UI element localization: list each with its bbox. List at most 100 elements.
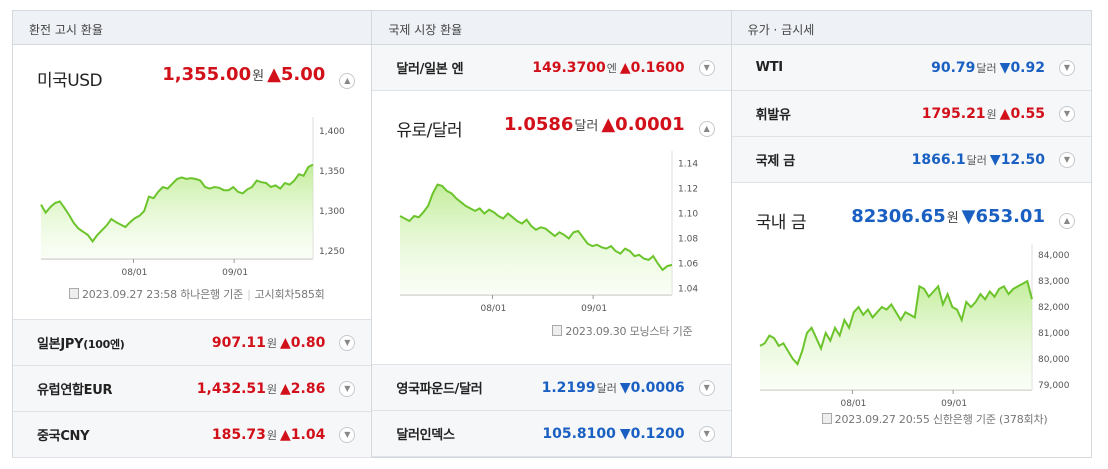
row-values: 1795.21 원 ▲0.55 bbox=[922, 91, 1045, 137]
row-value: 907.11 bbox=[211, 335, 266, 351]
eur-value: 1.0586 bbox=[503, 114, 574, 135]
gold-name: 국내 금 bbox=[755, 213, 807, 233]
row-change: ▼0.0006 bbox=[619, 380, 685, 396]
row-value: 1,432.51 bbox=[196, 381, 266, 397]
usd-values: 1,355.00 원 ▲5.00 bbox=[162, 64, 325, 85]
row-value: 149.3700 bbox=[532, 60, 606, 76]
y-tick-label: 1.08 bbox=[678, 235, 698, 245]
row-unit: 엔 bbox=[606, 62, 617, 75]
chevron-down-icon[interactable]: ▼ bbox=[1058, 106, 1075, 122]
row-usd-jpy[interactable]: 달러/일본 엔 149.3700 엔 ▲0.1600 ▼ bbox=[372, 45, 731, 91]
usd-value: 1,355.00 bbox=[162, 64, 252, 85]
row-exchange-2[interactable]: 중국CNY 185.73 원 ▲1.04 ▼ bbox=[13, 412, 372, 458]
row-change: ▼12.50 bbox=[989, 152, 1045, 168]
x-tick-label: 08/01 bbox=[840, 399, 866, 409]
row-name: 중국CNY bbox=[37, 429, 90, 444]
eur-panel: 유로/달러 1.0586 달러 ▲0.0001 ▲ 1.14 1.12 1.10 1.… bbox=[372, 91, 731, 365]
row-exchange-1[interactable]: 유럽연합EUR 1,432.51 원 ▲2.86 ▼ bbox=[13, 366, 372, 412]
gold-value: 82306.65 bbox=[851, 206, 946, 227]
chevron-down-icon[interactable]: ▼ bbox=[698, 426, 715, 442]
row-global-1[interactable]: 달러인덱스 105.8100 ▼0.1200 ▼ bbox=[372, 411, 731, 457]
row-values: 185.73 원 ▲1.04 bbox=[212, 412, 325, 458]
gold-panel: 국내 금 82306.65 원 ▼653.01 ▲ 84,000 83,000 82… bbox=[731, 183, 1091, 453]
x-tick-label: 08/01 bbox=[481, 304, 507, 314]
row-unit: 원 bbox=[266, 383, 278, 396]
row-value: 1866.1 bbox=[911, 152, 966, 168]
usd-footer-round: 고시회차585회 bbox=[254, 288, 325, 301]
series-area bbox=[400, 184, 673, 295]
usd-footer: 2023.09.27 23:58 하나은행 기준 | 고시회차585회 bbox=[69, 286, 325, 302]
row-change: ▼0.92 bbox=[999, 60, 1045, 76]
row-value: 1.2199 bbox=[541, 380, 596, 396]
y-tick-label: 1,300 bbox=[319, 207, 345, 217]
chevron-down-icon[interactable]: ▼ bbox=[698, 60, 715, 76]
y-tick-label: 1.04 bbox=[678, 285, 698, 295]
row-unit: 원 bbox=[266, 429, 278, 442]
row-name: 일본JPY(100엔) bbox=[37, 337, 125, 352]
row-oil-2[interactable]: 국제 금 1866.1 달러 ▼12.50 ▼ bbox=[731, 137, 1091, 183]
row-oil-0[interactable]: WTI 90.79 달러 ▼0.92 ▼ bbox=[731, 45, 1091, 91]
gold-unit: 원 bbox=[946, 211, 959, 226]
eur-footer-date: 2023.09.30 모닝스타 기준 bbox=[565, 325, 693, 338]
row-global-0[interactable]: 영국파운드/달러 1.2199 달러 ▼0.0006 ▼ bbox=[372, 365, 731, 411]
row-change: ▲0.1600 bbox=[619, 60, 685, 76]
exchange-rows: 일본JPY(100엔) 907.11 원 ▲0.80 ▼ 유럽연합EUR 1,432.51 원… bbox=[13, 320, 372, 458]
row-unit: 달러 bbox=[596, 382, 617, 395]
eur-name: 유로/달러 bbox=[396, 121, 463, 141]
exchange-column: 환전 고시 환율 미국USD 1,355.00 원 ▲5.00 ▲ 1,400 1… bbox=[13, 11, 373, 458]
chevron-down-icon[interactable]: ▼ bbox=[1058, 152, 1075, 168]
y-tick-label: 83,000 bbox=[1038, 277, 1070, 287]
usd-unit: 원 bbox=[252, 69, 265, 84]
chevron-down-icon[interactable]: ▼ bbox=[698, 380, 715, 396]
row-exchange-0[interactable]: 일본JPY(100엔) 907.11 원 ▲0.80 ▼ bbox=[13, 320, 372, 366]
gold-footer-date: 2023.09.27 20:55 신한은행 기준 bbox=[834, 413, 996, 426]
chevron-down-icon[interactable]: ▼ bbox=[339, 427, 356, 443]
row-value: 105.8100 bbox=[542, 426, 616, 442]
row-unit: 달러 bbox=[966, 154, 987, 167]
y-tick-label: 80,000 bbox=[1038, 355, 1070, 365]
row-unit: 원 bbox=[266, 337, 278, 350]
row-change: ▼0.1200 bbox=[619, 426, 685, 442]
row-unit: 달러 bbox=[976, 62, 997, 75]
usd-expand-button[interactable]: ▲ bbox=[339, 73, 356, 89]
document-icon bbox=[821, 413, 832, 424]
y-tick-label: 1.06 bbox=[678, 260, 698, 270]
global-rows: 영국파운드/달러 1.2199 달러 ▼0.0006 ▼ 달러인덱스 105.8100 ▼0.… bbox=[372, 365, 731, 457]
x-tick-label: 09/01 bbox=[941, 399, 967, 409]
chevron-down-icon[interactable]: ▼ bbox=[339, 381, 356, 397]
chevron-down-icon[interactable]: ▼ bbox=[339, 335, 356, 351]
eur-footer: 2023.09.30 모닝스타 기준 bbox=[552, 323, 693, 339]
row-values: 105.8100 ▼0.1200 bbox=[542, 411, 684, 457]
market-widget: 환전 고시 환율 미국USD 1,355.00 원 ▲5.00 ▲ 1,400 1… bbox=[12, 10, 1092, 458]
row-values: 90.79 달러 ▼0.92 bbox=[931, 45, 1045, 91]
y-tick-label: 1,250 bbox=[319, 247, 345, 257]
row-name: 영국파운드/달러 bbox=[396, 382, 483, 397]
usd-name: 미국USD bbox=[37, 71, 103, 91]
document-icon bbox=[552, 325, 563, 336]
chevron-down-icon[interactable]: ▼ bbox=[1058, 60, 1075, 76]
eur-values: 1.0586 달러 ▲0.0001 bbox=[504, 114, 685, 135]
row-change: ▲1.04 bbox=[280, 427, 326, 443]
gold-footer-round: (378회차) bbox=[999, 413, 1048, 426]
eur-unit: 달러 bbox=[574, 119, 599, 134]
y-tick-label: 1,400 bbox=[319, 127, 345, 137]
exchange-header: 환전 고시 환율 bbox=[13, 11, 372, 45]
y-tick-label: 1.10 bbox=[678, 209, 698, 219]
row-name: 달러/일본 엔 bbox=[396, 62, 464, 77]
eur-expand-button[interactable]: ▲ bbox=[698, 121, 715, 137]
row-value: 90.79 bbox=[931, 60, 976, 76]
y-tick-label: 1,350 bbox=[319, 167, 345, 177]
series-line bbox=[759, 279, 1033, 367]
oil-column: 유가 · 금시세 WTI 90.79 달러 ▼0.92 ▼ 휘발유 1795.21 원 ▲0.5… bbox=[731, 11, 1091, 457]
series-line bbox=[399, 183, 673, 272]
row-oil-1[interactable]: 휘발유 1795.21 원 ▲0.55 ▼ bbox=[731, 91, 1091, 137]
global-column: 국제 시장 환율 달러/일본 엔 149.3700 엔 ▲0.1600 ▼ 유로… bbox=[372, 11, 732, 457]
row-values: 1,432.51 원 ▲2.86 bbox=[197, 366, 326, 412]
series-area bbox=[759, 281, 1032, 390]
gold-values: 82306.65 원 ▼653.01 bbox=[851, 206, 1045, 227]
row-values: 907.11 원 ▲0.80 bbox=[212, 320, 325, 366]
series-line bbox=[40, 163, 314, 244]
y-tick-label: 79,000 bbox=[1038, 381, 1070, 391]
gold-expand-button[interactable]: ▲ bbox=[1058, 213, 1075, 229]
document-icon bbox=[69, 288, 79, 299]
